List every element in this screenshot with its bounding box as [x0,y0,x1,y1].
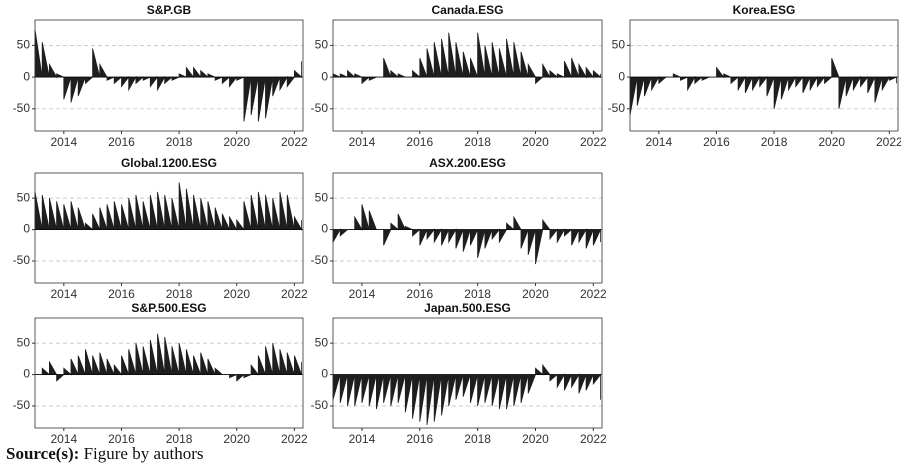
plot-frame [332,19,603,132]
x-tick-label: 2018 [166,432,193,446]
panel-title: Japan.500.ESG [424,301,511,315]
panel-title: Global.1200.ESG [121,156,217,170]
y-tick-label: 0 [321,367,328,381]
y-tick-label: 50 [17,38,31,52]
x-tick-label: 2016 [406,287,433,301]
source-note: Source(s): Figure by authors [6,444,204,463]
y-tick-label: -50 [311,101,329,115]
area [629,57,897,116]
area [34,29,302,122]
x-tick-label: 2014 [349,135,376,149]
x-tick-label: 2022 [580,135,607,149]
panel-title: Canada.ESG [431,3,503,17]
y-tick-label: 50 [315,190,329,204]
y-tick-label: 0 [23,222,30,236]
y-tick-label: 50 [612,38,626,52]
area [332,32,601,85]
x-tick-label: 2014 [50,135,77,149]
plot-frame [34,172,304,284]
x-tick-label: 2020 [522,287,549,301]
x-tick-label: 2022 [580,432,607,446]
y-tick-label: -50 [311,253,329,267]
area [332,204,601,265]
plot-frame [34,19,304,132]
x-tick-label: 2014 [349,287,376,301]
area [35,333,302,382]
y-tick-label: -50 [13,398,31,412]
x-tick-label: 2016 [108,287,135,301]
x-tick-label: 2018 [166,135,193,149]
x-tick-label: 2022 [876,135,901,149]
source-label: Source(s): [6,444,79,463]
x-tick-label: 2018 [464,287,491,301]
x-tick-label: 2020 [818,135,845,149]
panel-title: S&P.500.ESG [131,301,206,315]
x-tick-label: 2020 [223,135,250,149]
y-tick-label: 50 [17,190,31,204]
x-tick-label: 2022 [281,135,308,149]
y-tick-label: -50 [608,101,626,115]
x-tick-label: 2016 [108,135,135,149]
x-tick-label: 2018 [166,287,193,301]
x-tick-label: 2014 [645,135,672,149]
x-tick-label: 2020 [223,432,250,446]
x-tick-label: 2016 [406,432,433,446]
x-tick-label: 2016 [703,135,730,149]
x-tick-label: 2020 [522,135,549,149]
area [34,182,302,232]
x-tick-label: 2022 [281,287,308,301]
y-tick-label: 0 [23,69,30,83]
x-tick-label: 2018 [464,135,491,149]
x-tick-label: 2014 [349,432,376,446]
y-tick-label: 0 [321,69,328,83]
plot-frame [332,172,603,284]
plot-frame [34,317,304,429]
x-tick-label: 2020 [223,287,250,301]
panel-title: Korea.ESG [733,3,796,17]
y-tick-label: -50 [311,398,329,412]
area [332,363,601,425]
y-tick-label: 0 [321,222,328,236]
x-tick-label: 2016 [406,135,433,149]
y-tick-label: -50 [13,253,31,267]
x-tick-label: 2018 [761,135,788,149]
x-tick-label: 2016 [108,432,135,446]
panel-title: ASX.200.ESG [429,156,506,170]
plot-frame [332,317,603,429]
y-tick-label: 50 [315,335,329,349]
y-tick-label: -50 [13,101,31,115]
x-tick-label: 2018 [464,432,491,446]
x-tick-label: 2014 [50,287,77,301]
x-tick-label: 2020 [522,432,549,446]
plot-frame [629,19,899,132]
source-text: Figure by authors [84,444,204,463]
panel-title: S&P.GB [147,3,192,17]
y-tick-label: 0 [618,69,625,83]
y-tick-label: 50 [315,38,329,52]
y-tick-label: 50 [17,335,31,349]
y-tick-label: 0 [23,367,30,381]
x-tick-label: 2014 [50,432,77,446]
x-tick-label: 2022 [580,287,607,301]
x-tick-label: 2022 [281,432,308,446]
